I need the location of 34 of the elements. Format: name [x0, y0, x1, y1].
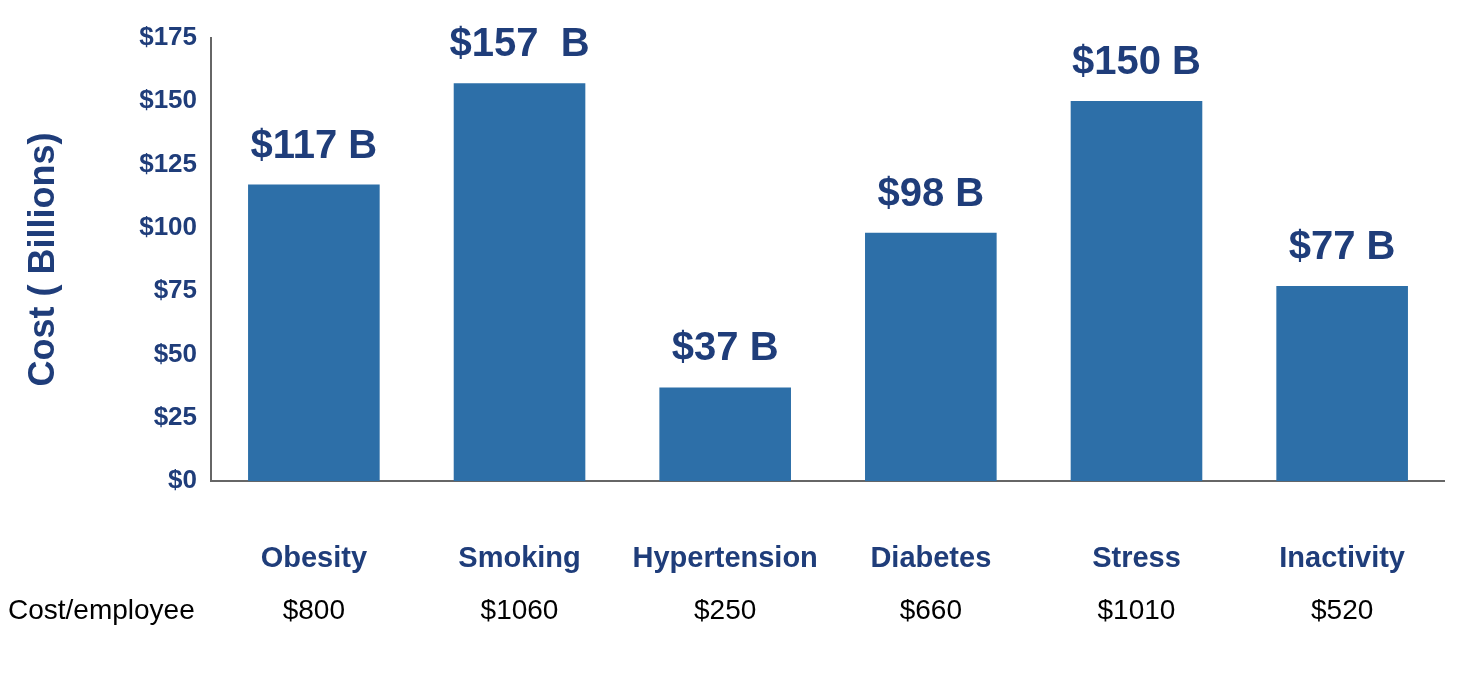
x-tick-label: Stress [1092, 540, 1181, 573]
y-tick-label: $125 [139, 147, 198, 178]
text: $520 [1310, 593, 1374, 625]
x-tick-label: Obesity [260, 540, 368, 573]
y-axis-title: Cost ( Billions) [20, 132, 62, 387]
text: $800 [282, 593, 346, 625]
bar [865, 232, 997, 482]
y-tick-label: $150 [139, 84, 198, 115]
y-tick-label: $50 [153, 337, 198, 368]
data-label: $98 B [877, 169, 985, 214]
text: $250 [694, 593, 757, 625]
data-label: $117 B [250, 121, 378, 166]
text: Cost/employee [8, 593, 195, 625]
x-tick-label: Smoking [458, 540, 581, 573]
y-tick-label: $175 [139, 20, 198, 51]
x-tick-label: Diabetes [870, 540, 992, 573]
y-tick-label: $25 [153, 401, 198, 431]
text: $1010 [1097, 593, 1176, 625]
text: $660 [899, 593, 962, 625]
data-label: $150 B [1072, 38, 1201, 82]
bar [453, 83, 586, 482]
data-label: $77 B [1288, 223, 1396, 268]
x-tick-label: Hypertension [632, 540, 818, 573]
y-tick-label: $0 [168, 464, 198, 495]
y-tick-label: $75 [153, 274, 198, 305]
data-label: $37 B [671, 324, 779, 369]
data-label: $157 B [449, 20, 590, 65]
bar [248, 184, 380, 482]
y-tick-label: $100 [139, 210, 198, 241]
text: $1060 [480, 593, 559, 625]
bar [1276, 286, 1408, 482]
x-tick-label: Inactivity [1279, 540, 1405, 573]
bar [659, 387, 791, 482]
bar [1070, 100, 1203, 482]
